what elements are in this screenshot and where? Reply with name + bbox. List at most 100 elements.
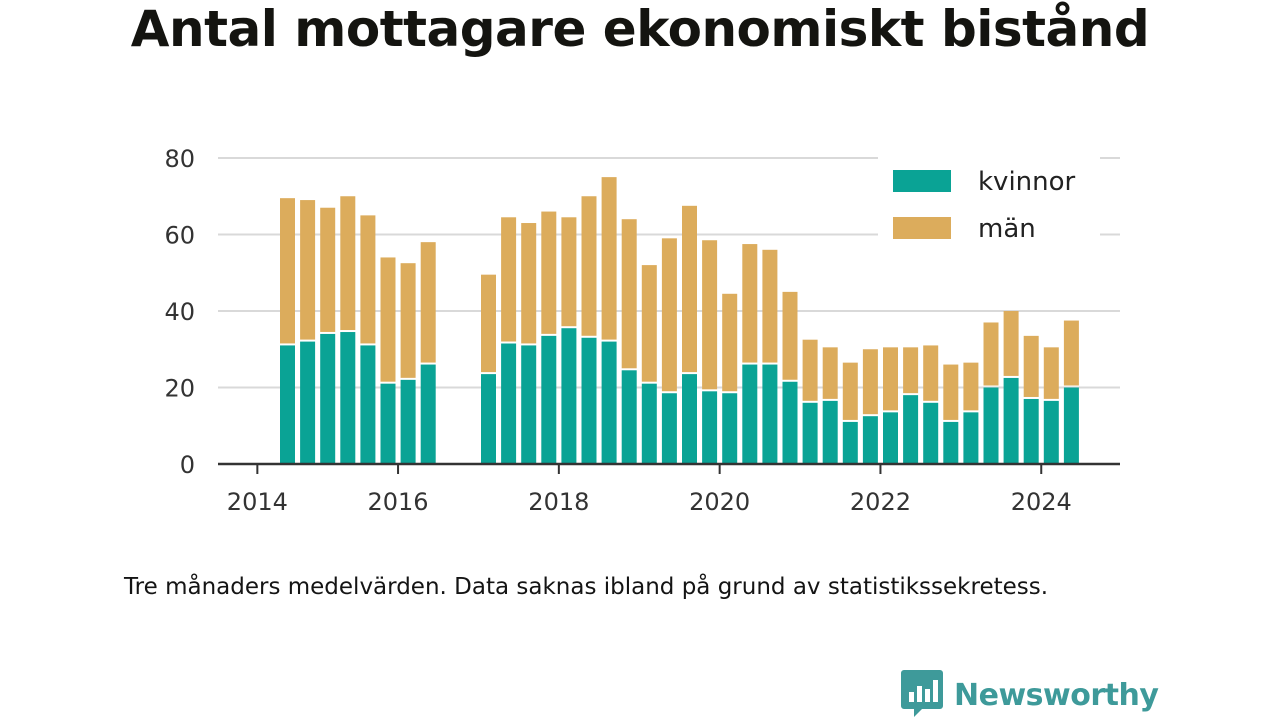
bar-man <box>320 207 336 332</box>
bar-kvinnor <box>682 374 697 464</box>
bar-man <box>923 345 939 401</box>
y-tick-label: 40 <box>164 298 195 326</box>
bar-man <box>561 217 577 327</box>
bar-kvinnor <box>581 337 597 464</box>
legend: kvinnor män <box>878 156 1100 244</box>
chart-title: Antal mottagare ekonomiskt bistånd <box>130 0 1150 58</box>
bar-kvinnor <box>481 374 496 464</box>
bar-kvinnor <box>541 335 557 464</box>
bar-kvinnor <box>621 370 637 464</box>
bar-man <box>1063 320 1079 386</box>
bar-man <box>501 217 517 342</box>
bar-kvinnor <box>943 421 959 464</box>
y-tick-label: 60 <box>164 222 195 250</box>
bar-kvinnor <box>883 412 898 464</box>
x-tick-label: 2020 <box>689 488 750 516</box>
bar-kvinnor <box>1043 400 1059 464</box>
bar-kvinnor <box>1063 387 1079 464</box>
bar-man <box>621 219 637 369</box>
bar-man <box>340 196 356 331</box>
bar-kvinnor <box>661 393 677 464</box>
bar-man <box>682 205 697 373</box>
y-tick-label: 20 <box>164 375 195 403</box>
bar-man <box>722 293 738 392</box>
x-tick-label: 2022 <box>850 488 911 516</box>
bar-man <box>481 274 496 373</box>
bar-man <box>903 347 919 394</box>
bar-man <box>300 200 316 340</box>
bar-man <box>1003 311 1019 376</box>
bar-man <box>661 238 677 392</box>
legend-label-man: män <box>978 214 1036 244</box>
bar-man <box>862 349 878 415</box>
bar-kvinnor <box>842 421 858 464</box>
bar-man <box>521 223 537 344</box>
bar-man <box>802 339 818 401</box>
brand-name: Newsworthy <box>954 677 1159 713</box>
bar-kvinnor <box>782 381 798 464</box>
bar-kvinnor <box>601 341 617 464</box>
bar-man <box>702 240 718 390</box>
bar-man <box>360 215 376 344</box>
bar-kvinnor <box>280 345 295 464</box>
bar-kvinnor <box>340 332 356 464</box>
bar-man <box>963 362 979 411</box>
bar-man <box>601 177 617 340</box>
x-tick-label: 2018 <box>528 488 589 516</box>
bar-man <box>883 347 898 411</box>
axes: 0 20 40 60 80 2014 2016 2018 2020 2022 2024 <box>164 145 1120 516</box>
legend-swatch-kvinnor <box>893 170 951 192</box>
bar-kvinnor <box>320 333 336 464</box>
bar-kvinnor <box>521 345 537 464</box>
bar-man <box>581 196 597 336</box>
bar-kvinnor <box>380 383 396 464</box>
bar-kvinnor <box>802 402 818 464</box>
chart-footnote: Tre månaders medelvärden. Data saknas ib… <box>124 574 1049 600</box>
y-tick-label: 0 <box>180 451 195 479</box>
bar-kvinnor <box>862 416 878 464</box>
x-tick-label: 2024 <box>1011 488 1072 516</box>
bar-man <box>641 265 657 382</box>
bar-man <box>742 244 758 363</box>
bar-man <box>943 364 959 420</box>
bar-man <box>1023 335 1039 397</box>
bar-kvinnor <box>702 391 718 464</box>
bar-man <box>280 198 295 344</box>
bar-kvinnor <box>762 364 778 464</box>
bar-man <box>782 291 798 380</box>
bar-man <box>1043 347 1059 399</box>
bar-man <box>400 263 416 378</box>
bar-man <box>420 242 436 363</box>
x-tick-label: 2016 <box>368 488 429 516</box>
bar-man <box>380 257 396 382</box>
bar-man <box>762 249 778 363</box>
x-tick-label: 2014 <box>227 488 288 516</box>
y-tick-label: 80 <box>164 145 195 173</box>
bar-man <box>822 347 838 399</box>
bar-man <box>842 362 858 420</box>
newsworthy-logo[interactable]: Newsworthy <box>900 668 1159 722</box>
bar-man <box>541 211 557 334</box>
bars <box>280 177 1079 464</box>
bar-kvinnor <box>400 379 416 464</box>
bar-kvinnor <box>561 328 577 464</box>
legend-label-kvinnor: kvinnor <box>978 167 1076 197</box>
bar-kvinnor <box>983 387 999 464</box>
bar-kvinnor <box>963 412 979 464</box>
bar-man <box>983 322 999 386</box>
bar-kvinnor <box>903 395 919 464</box>
bar-chart-speech-bubble-icon <box>900 668 944 722</box>
bar-kvinnor <box>1023 398 1039 464</box>
bar-kvinnor <box>822 400 838 464</box>
bar-kvinnor <box>742 364 758 464</box>
stacked-bar-chart: 0 20 40 60 80 2014 2016 2018 2020 2022 2024 kvinno… <box>164 145 1120 516</box>
legend-swatch-man <box>893 217 951 239</box>
bar-kvinnor <box>722 393 738 464</box>
bar-kvinnor <box>1003 377 1019 464</box>
bar-kvinnor <box>300 341 316 464</box>
bar-kvinnor <box>501 343 517 464</box>
bar-kvinnor <box>923 402 939 464</box>
bar-kvinnor <box>641 383 657 464</box>
bar-kvinnor <box>420 364 436 464</box>
bar-kvinnor <box>360 345 376 464</box>
